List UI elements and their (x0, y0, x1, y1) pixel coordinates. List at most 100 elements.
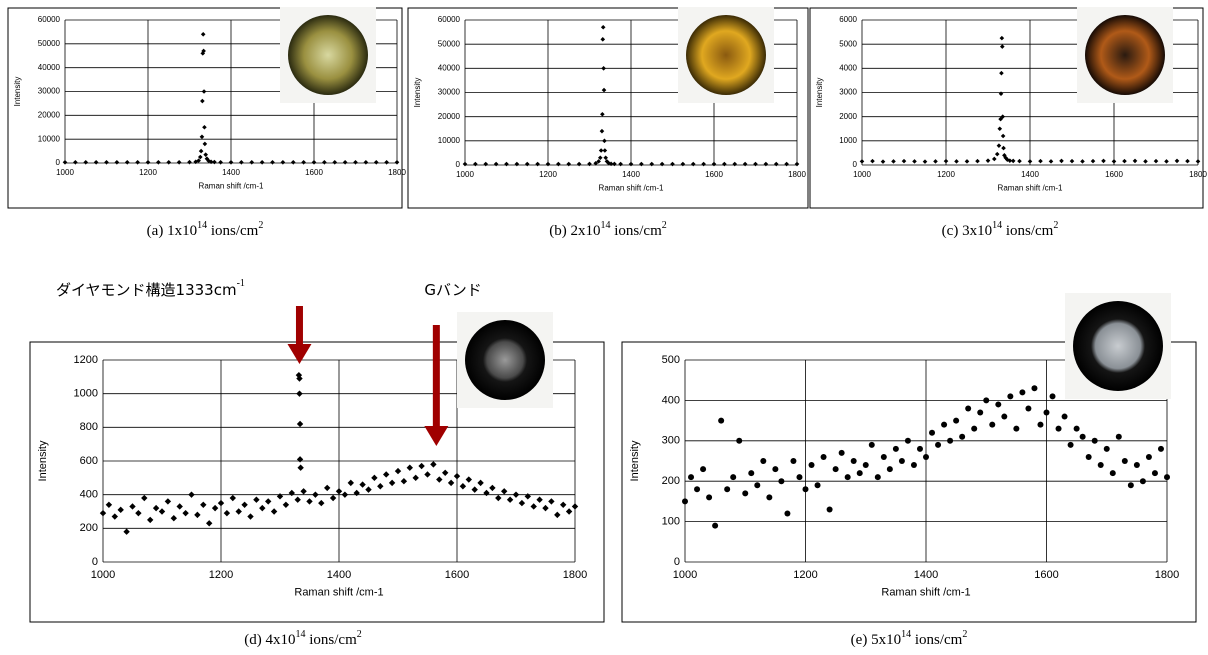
y-axis-title: Intensity (413, 78, 422, 108)
data-point (1007, 393, 1014, 400)
data-point (518, 499, 526, 507)
data-point (711, 161, 717, 167)
data-point (1038, 158, 1043, 164)
data-point (732, 161, 738, 167)
data-point (288, 489, 295, 497)
caption-text: ions/cm (611, 223, 663, 239)
data-point (571, 503, 579, 510)
data-point (199, 134, 205, 140)
data-point (748, 470, 755, 477)
data-point (904, 437, 911, 444)
data-point (342, 159, 348, 165)
data-point (999, 70, 1004, 76)
data-point (1001, 145, 1006, 151)
data-point (158, 508, 166, 515)
data-point (228, 159, 234, 165)
data-point (975, 158, 980, 164)
data-point (164, 498, 172, 505)
x-tick-label: 1200 (139, 168, 157, 177)
data-point (1067, 441, 1074, 448)
data-point (329, 494, 337, 502)
data-point (418, 462, 425, 470)
caption-superscript: 14 (601, 220, 611, 231)
data-point (1097, 462, 1104, 469)
data-point (712, 522, 719, 529)
data-point (62, 159, 68, 165)
data-point (241, 501, 248, 508)
diamond-photo (465, 320, 545, 400)
data-point (912, 159, 917, 164)
data-point (493, 161, 499, 167)
data-point (353, 489, 360, 497)
data-point (953, 417, 960, 424)
data-point (265, 498, 272, 505)
data-point (808, 462, 815, 469)
data-point (371, 474, 378, 482)
data-point (152, 504, 160, 512)
data-point (1019, 389, 1026, 396)
caption-superscript: 2 (357, 629, 362, 640)
data-point (736, 437, 743, 444)
data-point (880, 453, 887, 460)
y-tick-label: 100 (662, 516, 680, 528)
caption-superscript: 2 (962, 629, 967, 640)
data-point (406, 464, 413, 471)
data-point (910, 462, 917, 469)
data-point (301, 159, 306, 165)
data-point (436, 476, 443, 483)
data-point (512, 491, 520, 498)
data-point (602, 138, 607, 144)
data-point (868, 441, 875, 448)
data-point (117, 506, 124, 514)
data-point (600, 37, 606, 42)
data-point (628, 161, 634, 167)
data-point (123, 528, 130, 535)
data-point (772, 466, 779, 473)
data-point (612, 161, 617, 167)
data-point (1003, 155, 1008, 161)
data-point (1031, 385, 1038, 392)
data-point (1025, 405, 1032, 412)
data-point (597, 155, 603, 161)
data-point (99, 509, 107, 517)
data-point (524, 161, 530, 167)
data-point (700, 466, 707, 473)
data-point (1111, 159, 1117, 164)
data-point (742, 490, 749, 497)
data-point (994, 151, 1000, 157)
y-tick-label: 600 (80, 455, 98, 467)
data-point (1061, 413, 1068, 420)
data-point (300, 488, 307, 495)
data-point (135, 159, 140, 165)
diamond-photo (1085, 15, 1165, 95)
x-tick-label: 1600 (1105, 170, 1123, 179)
x-tick-label: 1200 (539, 170, 557, 179)
y-tick-label: 60000 (38, 15, 61, 24)
data-point (536, 496, 543, 503)
data-point (280, 159, 286, 165)
data-point (253, 496, 260, 503)
data-point (259, 159, 265, 165)
y-tick-label: 50000 (438, 39, 461, 48)
y-tick-label: 400 (662, 394, 680, 406)
arrow-head (287, 344, 312, 364)
data-point (424, 471, 431, 478)
data-point (296, 375, 303, 382)
data-point (1079, 433, 1086, 440)
diamond-photo (1073, 301, 1163, 391)
data-point (784, 510, 791, 517)
data-point (530, 503, 537, 510)
data-point (373, 159, 379, 165)
data-point (844, 474, 851, 481)
data-point (196, 158, 201, 163)
data-point (649, 161, 655, 167)
data-point (322, 159, 327, 165)
data-point (447, 479, 455, 487)
data-point (1049, 393, 1056, 400)
y-tick-label: 20000 (38, 110, 61, 119)
data-point (965, 405, 972, 412)
data-point (701, 161, 706, 167)
data-point (223, 509, 231, 517)
data-point (1122, 158, 1127, 164)
data-point (506, 496, 514, 503)
